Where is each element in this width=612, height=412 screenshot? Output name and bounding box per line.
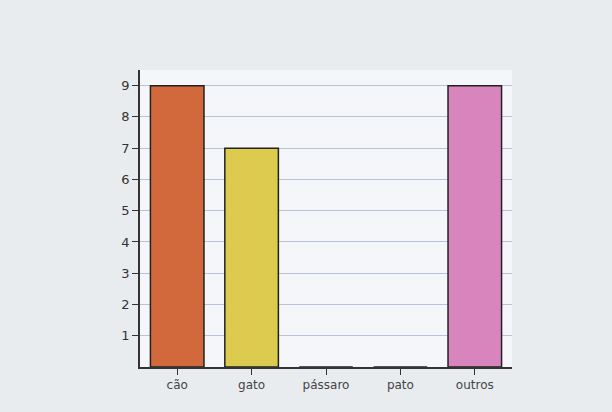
svg-text:pássaro: pássaro: [303, 378, 350, 392]
svg-text:8: 8: [121, 109, 129, 124]
svg-text:pato: pato: [387, 378, 414, 392]
svg-text:6: 6: [121, 172, 129, 187]
svg-text:outros: outros: [456, 378, 494, 392]
svg-text:9: 9: [121, 78, 129, 93]
svg-text:4: 4: [121, 235, 129, 250]
svg-text:gato: gato: [238, 378, 265, 392]
svg-text:cão: cão: [167, 378, 188, 392]
svg-text:2: 2: [121, 297, 129, 312]
svg-text:1: 1: [121, 328, 129, 343]
svg-text:5: 5: [121, 203, 129, 218]
svg-text:3: 3: [121, 266, 129, 281]
svg-text:7: 7: [121, 141, 129, 156]
